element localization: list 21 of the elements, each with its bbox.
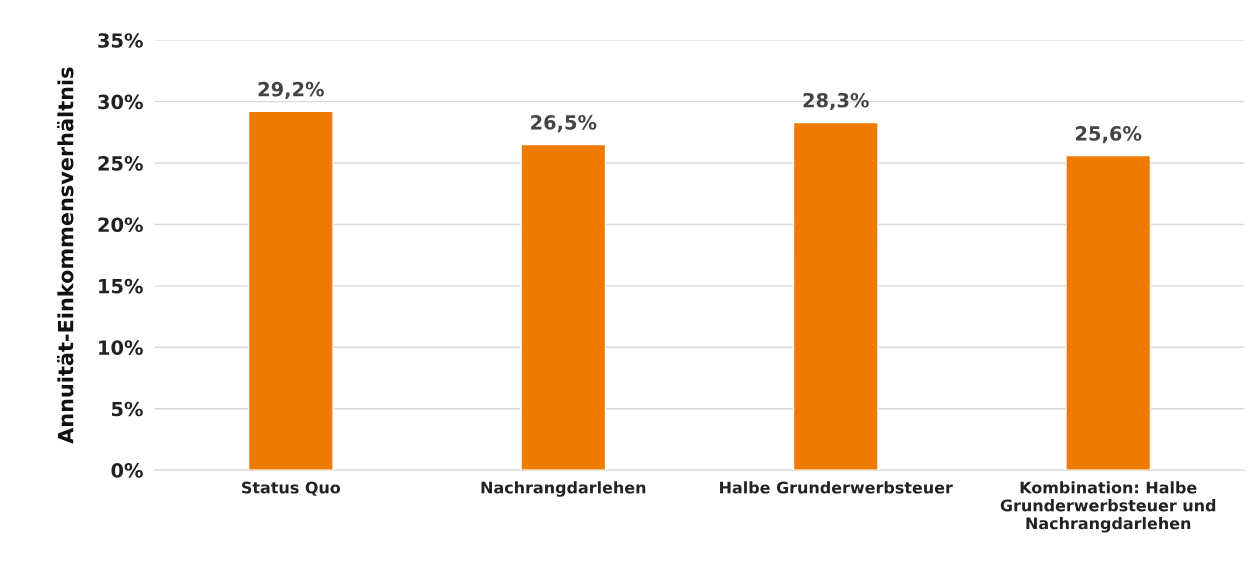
- data-label: 25,6%: [1076, 126, 1142, 144]
- data-label: 29,2%: [258, 81, 324, 100]
- y-tick-label: 15%: [99, 278, 143, 294]
- y-tick-label: 20%: [98, 217, 143, 233]
- data-label: 26,5%: [531, 115, 597, 133]
- data-label: 28,3%: [803, 92, 869, 111]
- bar: [520, 143, 607, 471]
- y-tick-label: 10%: [99, 340, 143, 355]
- y-tick-label: 0%: [111, 463, 143, 478]
- y-tick-label: 35%: [98, 33, 143, 48]
- y-tick-label: 5%: [111, 401, 143, 417]
- x-tick-label: Status Quo: [242, 481, 341, 496]
- bar: [1065, 154, 1152, 471]
- y-tick-label: 25%: [98, 155, 143, 171]
- bar: [247, 110, 334, 471]
- x-tick-label: Halbe Grunderwerbsteuer: [720, 481, 953, 494]
- x-tick-label: Kombination: Halbe Grunderwerbsteuer und Nachrangdarlehen: [1000, 481, 1216, 533]
- x-tick-label: Nachrangdarlehen: [481, 481, 646, 497]
- y-axis-title: Annuität-Einkommensverhältnis: [57, 67, 74, 444]
- y-tick-label: 30%: [98, 94, 143, 110]
- bar: [792, 121, 879, 471]
